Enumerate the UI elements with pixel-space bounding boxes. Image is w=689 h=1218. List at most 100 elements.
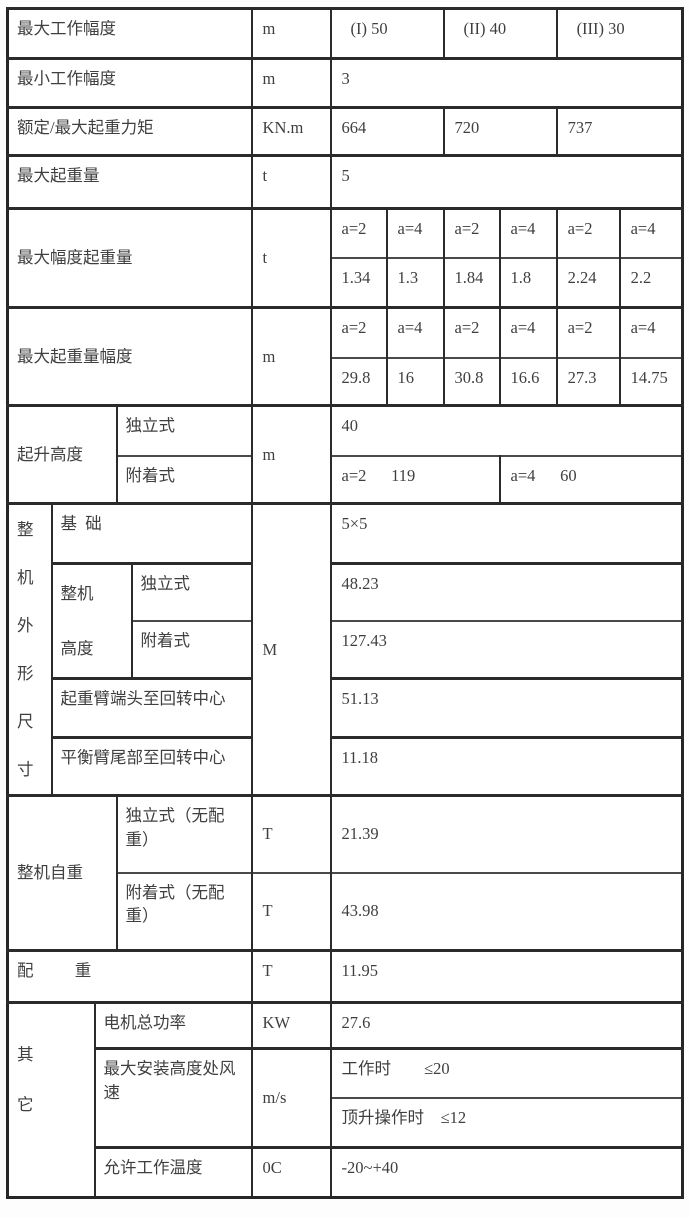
capacity-value: 1.34 xyxy=(329,256,388,308)
label-min-working-radius: 最小工作幅度 xyxy=(6,57,253,108)
label-others-group: 其 它 xyxy=(6,1001,96,1198)
a-param-header: a=2 xyxy=(442,207,501,258)
value-radius-III: (III) 30 xyxy=(555,7,684,59)
label-rated-max-moment: 额定/最大起重力矩 xyxy=(6,106,253,156)
value-moment-I: 664 xyxy=(329,106,445,156)
row-whole-height-attached: 附着式 127.43 xyxy=(8,619,684,679)
row-weight-freestanding: 整机自重 独立式（无配 重） T 21.39 xyxy=(6,794,684,951)
value-weight-freestanding: 21.39 xyxy=(329,794,684,873)
unit-max-working-radius: m xyxy=(250,7,332,59)
row-counterweight: 配 重 T 11.95 xyxy=(6,949,684,1003)
unit-max-capacity-radius: m xyxy=(250,306,332,406)
row-wind-working: 最大安装高度处风 速 m/s 工作时 ≤20 xyxy=(8,1047,684,1148)
unit-min-working-radius: m xyxy=(250,57,332,108)
value-lifting-freestanding: 40 xyxy=(329,404,684,456)
row-counterjib: 平衡臂尾部至回转中心 11.18 xyxy=(8,736,684,796)
row-max-capacity: 最大起重量 t 5 xyxy=(6,154,684,209)
value-foundation: 5×5 xyxy=(329,502,684,564)
row-max-radius-capacity-headers: 最大幅度起重量 t a=2 a=4 a=2 a=4 a=2 a=4 xyxy=(6,207,684,308)
row-max-radius-capacity-values: 1.34 1.3 1.84 1.8 2.24 2.2 xyxy=(8,256,684,308)
value-jacking-wind: 顶升操作时 ≤12 xyxy=(329,1096,684,1148)
row-motor-power: 其 它 电机总功率 KW 27.6 xyxy=(6,1001,684,1198)
value-height-freestanding: 48.23 xyxy=(329,562,684,621)
unit-wind-speed: m/s xyxy=(250,1047,332,1148)
capacity-value: 2.2 xyxy=(618,256,684,308)
value-counterjib-to-center: 11.18 xyxy=(329,736,684,796)
value-motor-power: 27.6 xyxy=(329,1001,684,1049)
capacity-value: 1.8 xyxy=(498,256,558,308)
value-height-attached: 127.43 xyxy=(329,619,684,679)
label-attached-no-counterweight: 附着式（无配 重） xyxy=(115,871,253,951)
label-counterweight: 配 重 xyxy=(6,949,253,1003)
row-lifting-height-attached: 附着式 a=2 119 a=4 60 xyxy=(8,454,684,504)
label-lifting-height: 起升高度 xyxy=(6,404,118,504)
a-param-header: a=2 xyxy=(555,306,621,358)
a-param-header: a=4 xyxy=(385,207,445,258)
radius-value: 30.8 xyxy=(442,356,501,406)
radius-value: 29.8 xyxy=(329,356,388,406)
row-whole-height-freestanding: 整机 高度 独立式 48.23 xyxy=(8,562,684,679)
row-wind-jacking: 顶升操作时 ≤12 xyxy=(8,1096,684,1148)
row-weight-attached: 附着式（无配 重） T 43.98 xyxy=(8,871,684,951)
value-max-capacity: 5 xyxy=(329,154,684,209)
label-max-capacity: 最大起重量 xyxy=(6,154,253,209)
row-max-capacity-radius-headers: 最大起重量幅度 m a=2 a=4 a=2 a=4 a=2 a=4 xyxy=(6,306,684,406)
unit-overall-dimensions: M xyxy=(250,502,332,796)
radius-value: 16.6 xyxy=(498,356,558,406)
a-param-header: a=4 xyxy=(385,306,445,358)
label-working-temp: 允许工作温度 xyxy=(93,1146,253,1198)
value-radius-I: (I) 50 xyxy=(329,7,445,59)
unit-weight-freestanding: T xyxy=(250,794,332,873)
label-foundation: 基 础 xyxy=(50,502,253,564)
radius-value: 14.75 xyxy=(618,356,684,406)
row-rated-max-moment: 额定/最大起重力矩 KN.m 664 720 737 xyxy=(6,106,684,156)
unit-lifting-height: m xyxy=(250,404,332,504)
label-whole-height: 整机 高度 xyxy=(50,562,133,679)
row-max-working-radius: 最大工作幅度 m (I) 50 (II) 40 (III) 30 xyxy=(6,7,684,59)
a-param-header: a=4 xyxy=(618,306,684,358)
unit-counterweight: T xyxy=(250,949,332,1003)
row-working-temp: 允许工作温度 0C -20~+40 xyxy=(8,1146,684,1198)
radius-value: 27.3 xyxy=(555,356,621,406)
unit-max-capacity: t xyxy=(250,154,332,209)
label-max-radius-capacity: 最大幅度起重量 xyxy=(6,207,253,308)
spec-table: 最大工作幅度 m (I) 50 (II) 40 (III) 30 最小工作幅度 … xyxy=(6,7,685,1199)
value-jib-end-to-center: 51.13 xyxy=(329,677,684,738)
label-lifting-freestanding: 独立式 xyxy=(115,404,253,456)
unit-rated-max-moment: KN.m xyxy=(250,106,332,156)
row-lifting-height-freestanding: 起升高度 独立式 m 40 xyxy=(6,404,684,504)
capacity-value: 2.24 xyxy=(555,256,621,308)
unit-max-radius-capacity: t xyxy=(250,207,332,308)
value-lifting-attached-a4: a=4 60 xyxy=(498,454,684,504)
value-moment-II: 720 xyxy=(442,106,558,156)
label-freestanding-no-counterweight: 独立式（无配 重） xyxy=(115,794,253,873)
a-param-header: a=4 xyxy=(498,207,558,258)
value-radius-II: (II) 40 xyxy=(442,7,558,59)
radius-value: 16 xyxy=(385,356,445,406)
row-foundation: 整 机 外 形 尺 寸 基 础 M 5×5 xyxy=(6,502,684,796)
value-working-wind: 工作时 ≤20 xyxy=(329,1047,684,1098)
label-max-wind-speed: 最大安装高度处风 速 xyxy=(93,1047,253,1148)
a-param-header: a=4 xyxy=(498,306,558,358)
capacity-value: 1.84 xyxy=(442,256,501,308)
value-working-temp: -20~+40 xyxy=(329,1146,684,1198)
label-motor-total-power: 电机总功率 xyxy=(93,1001,253,1049)
a-param-header: a=2 xyxy=(329,207,388,258)
label-jib-end-to-center: 起重臂端头至回转中心 xyxy=(50,677,253,738)
label-max-working-radius: 最大工作幅度 xyxy=(6,7,253,59)
unit-working-temp: 0C xyxy=(250,1146,332,1198)
value-moment-III: 737 xyxy=(555,106,684,156)
label-height-freestanding: 独立式 xyxy=(130,562,253,621)
row-max-capacity-radius-values: 29.8 16 30.8 16.6 27.3 14.75 xyxy=(8,356,684,406)
label-max-capacity-radius: 最大起重量幅度 xyxy=(6,306,253,406)
row-min-working-radius: 最小工作幅度 m 3 xyxy=(6,57,684,108)
value-weight-attached: 43.98 xyxy=(329,871,684,951)
value-min-working-radius: 3 xyxy=(329,57,684,108)
label-height-attached: 附着式 xyxy=(130,619,253,679)
unit-weight-attached: T xyxy=(250,871,332,951)
a-param-header: a=4 xyxy=(618,207,684,258)
capacity-value: 1.3 xyxy=(385,256,445,308)
unit-motor-power: KW xyxy=(250,1001,332,1049)
a-param-header: a=2 xyxy=(555,207,621,258)
